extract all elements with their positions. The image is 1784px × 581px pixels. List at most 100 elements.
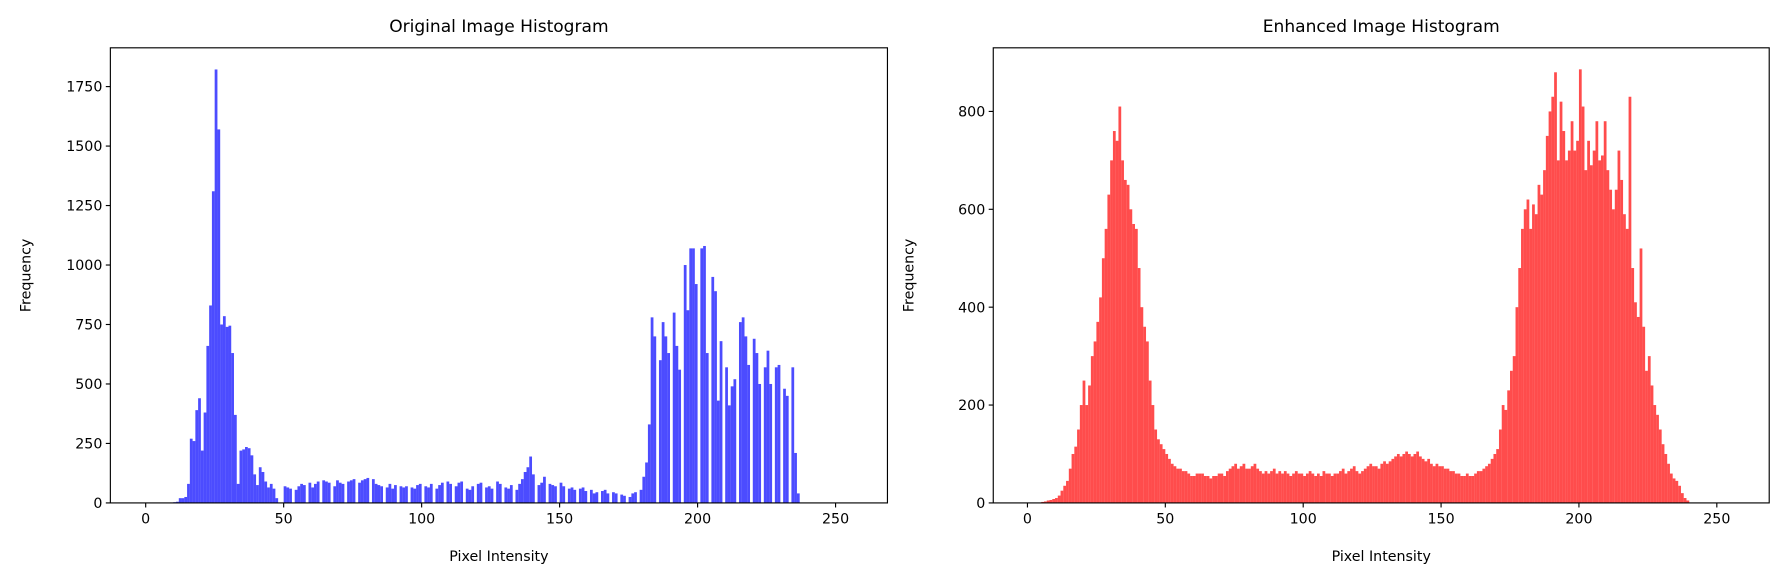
- bar: [1498, 429, 1502, 503]
- bar: [672, 312, 676, 503]
- bar: [283, 486, 287, 503]
- bar: [1071, 453, 1075, 503]
- bar: [733, 379, 737, 503]
- bar: [1292, 473, 1295, 503]
- bar: [1543, 170, 1546, 503]
- bar: [1479, 471, 1483, 503]
- bar: [1206, 476, 1210, 503]
- bar: [1157, 439, 1160, 503]
- bar: [1372, 466, 1375, 503]
- bar: [479, 482, 483, 503]
- bar: [1099, 297, 1102, 503]
- bar: [264, 481, 268, 503]
- bar: [1534, 214, 1538, 503]
- bar: [1565, 160, 1568, 503]
- bar: [269, 483, 273, 503]
- bar: [1286, 473, 1290, 503]
- bar: [592, 493, 596, 503]
- bar: [1578, 69, 1582, 503]
- bar: [1110, 160, 1113, 503]
- bar: [523, 471, 527, 503]
- bar: [1526, 199, 1530, 503]
- bars: [173, 69, 800, 503]
- bar: [209, 305, 212, 503]
- bar: [537, 485, 541, 503]
- bar: [1512, 356, 1516, 503]
- bar: [1537, 184, 1541, 503]
- y-axis-label: Frequency: [19, 239, 35, 312]
- bar: [1212, 476, 1215, 503]
- bar: [515, 489, 519, 503]
- bar: [1482, 468, 1486, 503]
- bar: [1680, 493, 1684, 503]
- bar: [286, 487, 290, 503]
- bar: [1363, 468, 1367, 503]
- bar: [1416, 451, 1420, 503]
- x-tick-label: 0: [141, 511, 150, 527]
- bar: [247, 448, 251, 503]
- bar: [1184, 471, 1188, 503]
- bar: [642, 476, 646, 503]
- bar: [457, 482, 461, 503]
- bar: [1217, 473, 1221, 503]
- bar: [1432, 466, 1436, 503]
- bar: [1410, 456, 1414, 503]
- bar: [769, 383, 773, 503]
- y-tick-label: 1000: [66, 258, 102, 274]
- bar: [1283, 471, 1287, 503]
- bar: [678, 369, 682, 503]
- bar: [783, 388, 786, 503]
- bar: [391, 488, 395, 503]
- bar: [222, 316, 226, 503]
- bar: [1529, 228, 1533, 503]
- y-tick-label: 1250: [66, 199, 102, 215]
- bar: [1126, 184, 1130, 503]
- bar: [1350, 468, 1353, 503]
- bar: [496, 481, 499, 503]
- bar: [1314, 476, 1317, 503]
- bar: [336, 480, 339, 503]
- bar: [217, 129, 221, 503]
- bar: [727, 405, 731, 503]
- bar: [1642, 326, 1646, 503]
- bar: [267, 487, 270, 503]
- bar: [424, 486, 428, 503]
- bar: [427, 487, 430, 503]
- bar: [1179, 468, 1182, 503]
- bar: [1259, 471, 1262, 503]
- bar: [1595, 121, 1599, 503]
- bar: [1187, 473, 1191, 503]
- bar: [1507, 390, 1511, 503]
- bar: [206, 345, 210, 503]
- bar: [1352, 466, 1356, 503]
- bar: [595, 492, 599, 503]
- bar: [1168, 458, 1171, 503]
- x-tick-label: 50: [1156, 511, 1174, 527]
- bar: [1344, 473, 1348, 503]
- y-tick-label: 1750: [66, 80, 102, 96]
- bar: [540, 482, 544, 503]
- bar: [1228, 468, 1232, 503]
- x-tick-label: 150: [1428, 511, 1455, 527]
- bar: [333, 486, 337, 503]
- bar: [683, 265, 687, 503]
- bar: [716, 400, 720, 503]
- bar: [1267, 473, 1271, 503]
- bar: [352, 479, 356, 503]
- bar: [402, 487, 406, 503]
- bar: [341, 483, 345, 503]
- bar: [518, 483, 521, 503]
- bar: [1438, 466, 1442, 503]
- bar: [1427, 458, 1431, 503]
- y-tick-label: 500: [75, 377, 102, 393]
- bar: [1669, 473, 1673, 503]
- bar: [1620, 179, 1624, 503]
- bar: [1391, 458, 1395, 503]
- bar: [1055, 498, 1058, 503]
- bar: [1394, 456, 1397, 503]
- bar: [405, 486, 408, 503]
- bar: [1239, 466, 1243, 503]
- x-tick-label: 250: [822, 511, 849, 527]
- bar: [465, 488, 469, 503]
- bar: [1636, 316, 1640, 503]
